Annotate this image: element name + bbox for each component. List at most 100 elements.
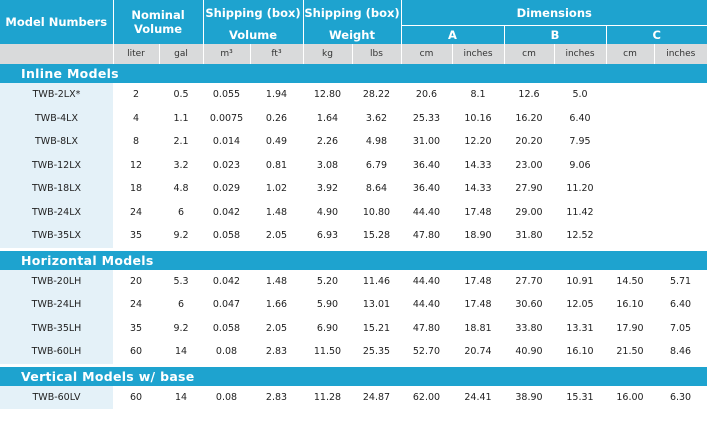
ship-weight-kg-cell: 11.50	[313, 346, 342, 358]
volume-gal-cell: 5.3	[173, 275, 189, 287]
volume-liter-cell: 18	[129, 183, 143, 195]
dim-b-cm-cell: 16.20	[515, 112, 543, 124]
dim-b-inches-cell: 12.52	[566, 230, 594, 242]
dim-b-inches-cell: 9.06	[569, 159, 591, 171]
ship-weight-kg-cell: 2.26	[316, 136, 339, 148]
unit-b-inches: inches	[553, 44, 606, 64]
dim-a-inches-cell: 20.74	[464, 346, 492, 358]
ship-volume-ft3-cell: 2.05	[265, 322, 288, 334]
volume-liter-cell: 60	[129, 391, 143, 403]
model-number-cell: TWB-12LX	[0, 153, 113, 177]
dim-c-inches-cell	[654, 224, 707, 248]
ship-weight-kg-cell: 1.64	[316, 112, 339, 124]
dim-c-cm-cell	[606, 224, 654, 248]
dim-a-cm-cell: 36.40	[412, 159, 441, 171]
ship-weight-lbs-cell: 15.21	[362, 322, 391, 334]
dimension-a-header: A	[400, 25, 504, 44]
ship-volume-m3-cell: 0.047	[212, 299, 241, 311]
ship-volume-m3-cell: 0.014	[212, 136, 241, 148]
ship-volume-ft3-cell: 2.83	[265, 346, 288, 358]
model-number-cell: TWB-60LH	[0, 340, 113, 364]
volume-gal-cell: 0.5	[173, 89, 189, 101]
table-row: TWB-4LX 4 1.1 0.0075 0.26 1.64 3.62 25.33 10.16 1…	[0, 106, 707, 131]
dim-b-cm-cell: 27.70	[515, 275, 543, 287]
model-number-cell: TWB-20LH	[0, 269, 113, 293]
dim-b-cm-cell: 30.60	[515, 299, 543, 311]
model-numbers-header: Model Numbers	[0, 0, 113, 44]
dim-b-cm-cell: 27.90	[515, 183, 543, 195]
ship-volume-m3-cell: 0.055	[212, 89, 241, 101]
dim-c-inches-cell	[654, 107, 707, 131]
dim-a-inches-cell: 8.1	[470, 89, 486, 101]
ship-volume-ft3-cell: 1.48	[265, 206, 288, 218]
dim-a-cm-cell: 20.6	[415, 89, 438, 101]
dim-a-inches-cell: 14.33	[464, 183, 492, 195]
dim-b-inches-cell: 6.40	[569, 112, 591, 124]
dim-c-cm-cell	[606, 201, 654, 225]
ship-weight-lbs-cell: 6.79	[365, 159, 388, 171]
dim-a-inches-cell: 12.20	[464, 136, 492, 148]
dim-a-cm-cell: 44.40	[412, 206, 441, 218]
dim-c-cm-cell	[606, 107, 654, 131]
dim-c-cm-cell	[606, 130, 654, 154]
dim-c-inches-cell: 8.46	[669, 346, 692, 358]
dim-b-inches-cell: 11.20	[566, 183, 594, 195]
ship-weight-lbs-cell: 10.80	[362, 206, 391, 218]
table-row: TWB-2LX* 2 0.5 0.055 1.94 12.80 28.22 20.6 8.1 12…	[0, 83, 707, 107]
ship-volume-ft3-cell: 2.05	[265, 230, 288, 242]
ship-weight-lbs-cell: 11.46	[362, 275, 391, 287]
dim-b-inches-cell: 5.0	[572, 89, 588, 101]
volume-liter-cell: 35	[129, 230, 143, 242]
dim-a-inches-cell: 10.16	[464, 112, 492, 124]
dim-b-inches-cell: 16.10	[566, 346, 594, 358]
dim-c-cm-cell	[606, 83, 654, 107]
dim-b-inches-cell: 11.42	[566, 206, 594, 218]
dim-b-cm-cell: 23.00	[515, 159, 543, 171]
dim-a-cm-cell: 44.40	[412, 275, 441, 287]
ship-volume-ft3-cell: 1.94	[265, 89, 288, 101]
dim-b-cm-cell: 12.6	[518, 89, 540, 101]
ship-volume-ft3-cell: 1.48	[265, 275, 288, 287]
dimension-b-header: B	[503, 25, 606, 44]
volume-gal-cell: 6	[177, 299, 185, 311]
dim-c-inches-cell	[654, 130, 707, 154]
unit-a-cm: cm	[400, 44, 452, 64]
table-body: Inline Models TWB-2LX* 2 0.5 0.055 1.94 12.80 2…	[0, 64, 707, 409]
shipping-weight-header: Weight	[302, 25, 401, 44]
dim-b-cm-cell: 33.80	[515, 322, 543, 334]
volume-gal-cell: 14	[174, 346, 188, 358]
dim-c-cm-cell: 21.50	[616, 346, 644, 358]
dim-a-inches-cell: 14.33	[464, 159, 492, 171]
ship-volume-ft3-cell: 0.81	[265, 159, 288, 171]
ship-weight-kg-cell: 6.90	[316, 322, 339, 334]
ship-weight-kg-cell: 3.92	[316, 183, 339, 195]
table-row: TWB-20LH 20 5.3 0.042 1.48 5.20 11.46 44.40 17.4…	[0, 269, 707, 293]
section-title: Horizontal Models	[0, 250, 707, 270]
section-header-row: Vertical Models w/ base	[0, 366, 707, 386]
section-title: Inline Models	[0, 64, 707, 83]
ship-volume-m3-cell: 0.058	[212, 230, 241, 242]
ship-weight-kg-cell: 6.93	[316, 230, 339, 242]
volume-gal-cell: 3.2	[173, 159, 189, 171]
dim-c-inches-cell	[654, 154, 707, 178]
volume-gal-cell: 4.8	[173, 183, 189, 195]
model-number-cell: TWB-8LX	[0, 130, 113, 154]
unit-cubic-meters: m³	[202, 44, 250, 64]
volume-liter-cell: 24	[129, 299, 143, 311]
ship-weight-lbs-cell: 28.22	[362, 89, 391, 101]
dim-a-cm-cell: 47.80	[412, 322, 441, 334]
dim-b-inches-cell: 12.05	[566, 299, 594, 311]
dim-a-inches-cell: 17.48	[464, 275, 492, 287]
dim-a-cm-cell: 25.33	[412, 112, 441, 124]
table-row: TWB-18LX 18 4.8 0.029 1.02 3.92 8.64 36.40 14.33…	[0, 177, 707, 201]
unit-kg: kg	[302, 44, 352, 64]
ship-weight-lbs-cell: 3.62	[365, 112, 388, 124]
volume-liter-cell: 60	[129, 346, 143, 358]
dim-b-inches-cell: 13.31	[566, 322, 594, 334]
dim-c-inches-cell	[654, 83, 707, 107]
specifications-table: Model Numbers Nominal Volume Shipping (b…	[0, 0, 707, 409]
dim-b-cm-cell: 38.90	[515, 391, 543, 403]
nominal-volume-header: Nominal Volume	[112, 0, 203, 44]
ship-weight-lbs-cell: 8.64	[365, 183, 388, 195]
units-row: liter gal m³ ft³ kg lbs cm inches cm inc…	[0, 44, 707, 64]
